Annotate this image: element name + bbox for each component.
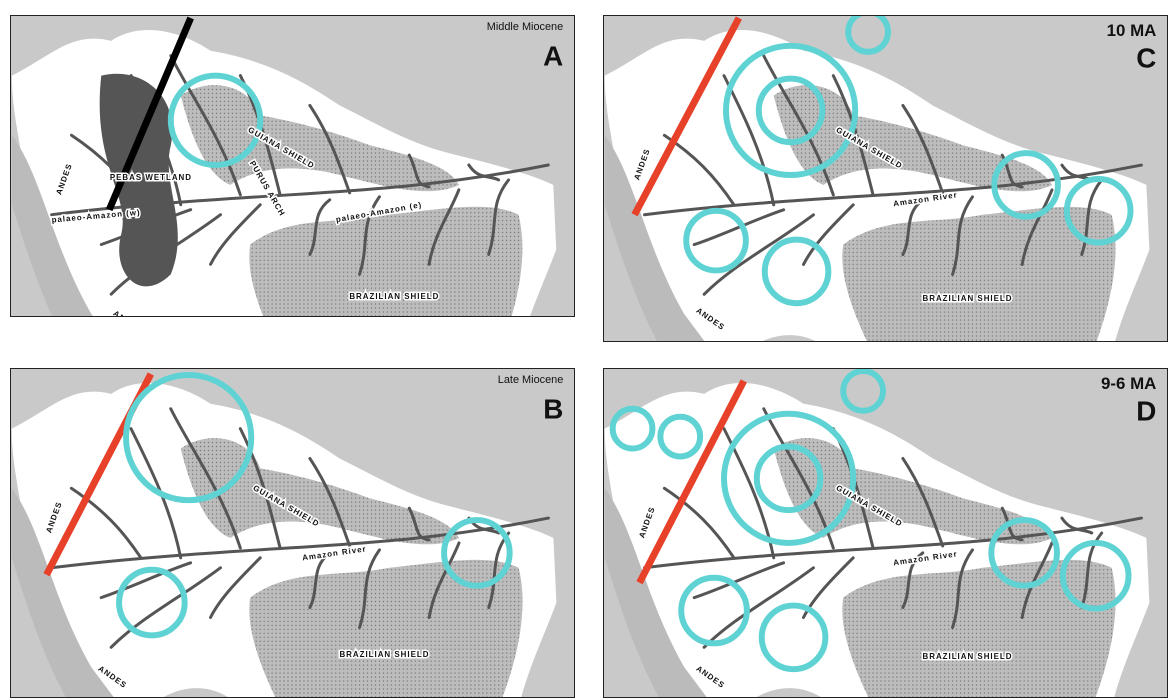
brazilian-shield xyxy=(249,560,522,698)
brazilian-shield xyxy=(842,560,1115,698)
place-label: BRAZILIAN SHIELD xyxy=(339,650,429,659)
period-label: Middle Miocene xyxy=(487,21,563,33)
place-label: BRAZILIAN SHIELD xyxy=(923,652,1013,661)
place-label: PEBAS WETLAND xyxy=(110,173,192,182)
panel-letter: A xyxy=(543,41,563,72)
place-label: BRAZILIAN SHIELD xyxy=(349,292,439,301)
highlight-circle xyxy=(843,371,883,411)
period-label: 9-6 MA xyxy=(1101,374,1156,393)
panel-letter: B xyxy=(543,394,563,425)
period-label: 10 MA xyxy=(1107,21,1157,40)
highlight-circle xyxy=(848,15,888,52)
place-label: BRAZILIAN SHIELD xyxy=(923,294,1013,303)
panel-letter: C xyxy=(1136,43,1156,74)
figure: ANDESPEBAS WETLANDGUIANA SHIELDPURUS ARC… xyxy=(0,0,1171,700)
page: Amazon palaeogeography panels {"panels":… xyxy=(0,0,1171,700)
panel-letter: D xyxy=(1136,396,1156,427)
period-label: Late Miocene xyxy=(498,374,564,386)
